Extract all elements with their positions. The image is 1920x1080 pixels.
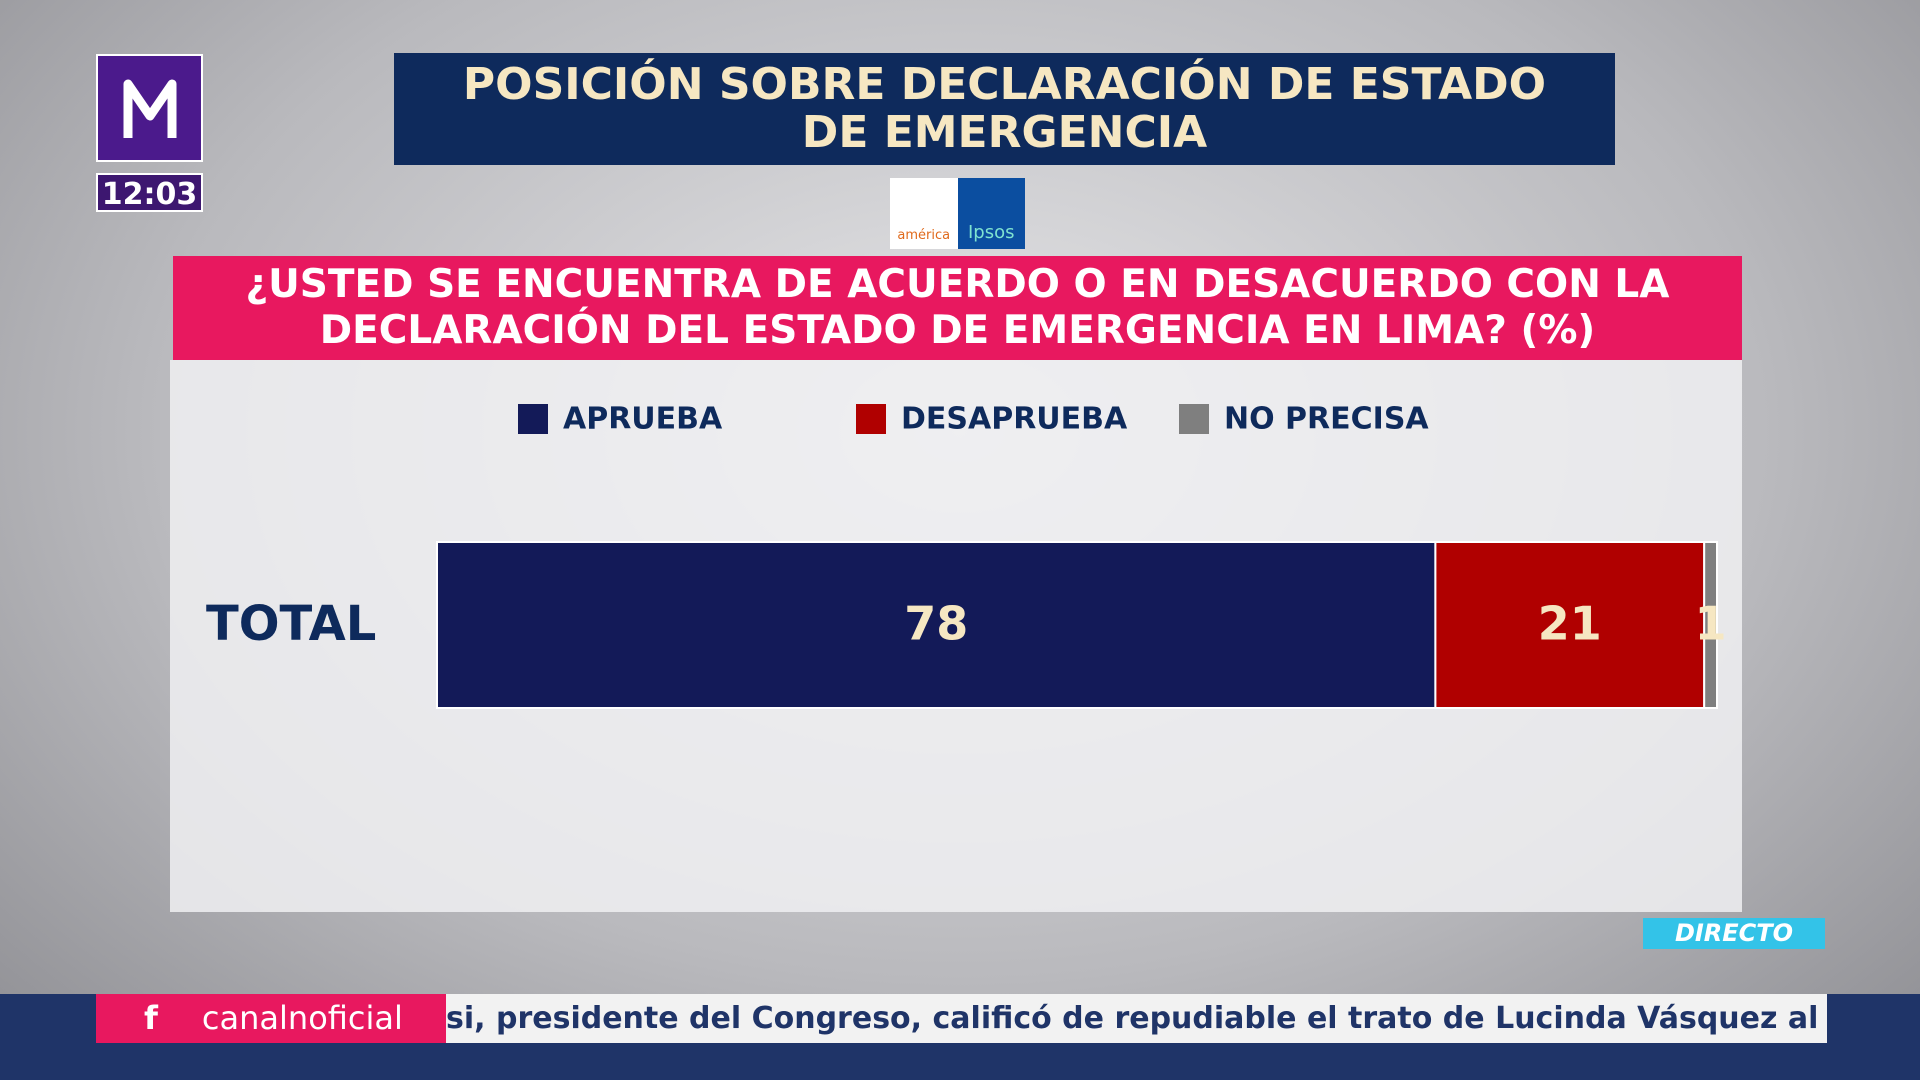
- value-label: 78: [904, 597, 968, 651]
- social-icon: f: [144, 999, 158, 1037]
- clock: 12:03: [96, 173, 203, 212]
- sponsor: américa: [897, 228, 951, 243]
- ticker-headline: si, presidente del Congreso, calificó de…: [446, 994, 1827, 1043]
- value-label: 1: [1695, 597, 1727, 651]
- sponsors: américa Ipsos: [890, 178, 1025, 249]
- bar-segment: [1703, 541, 1718, 709]
- legend-label: APRUEBA: [563, 402, 723, 437]
- chart-title: POSICIÓN SOBRE DECLARACIÓN DE ESTADO DE …: [394, 53, 1615, 165]
- chart-subtitle: ¿USTED SE ENCUENTRA DE ACUERDO O EN DESA…: [173, 256, 1742, 360]
- legend-swatch: [518, 404, 548, 434]
- legend-swatch: [1179, 404, 1209, 434]
- legend-swatch: [856, 404, 886, 434]
- value-label: 21: [1538, 597, 1602, 651]
- sponsor: Ipsos: [957, 178, 1025, 249]
- legend-label: DESAPRUEBA: [901, 402, 1128, 437]
- category-label: TOTAL: [206, 596, 376, 652]
- bar-segment: [436, 541, 1437, 709]
- bar-segment: [1434, 541, 1706, 709]
- logo-glyph: [123, 79, 177, 138]
- social-handle: canalnoficial: [201, 999, 403, 1037]
- legend-label: NO PRECISA: [1224, 402, 1429, 437]
- channel-logo: [96, 54, 203, 162]
- social: f canalnoficial: [96, 994, 446, 1043]
- live-badge: DIRECTO: [1643, 918, 1825, 949]
